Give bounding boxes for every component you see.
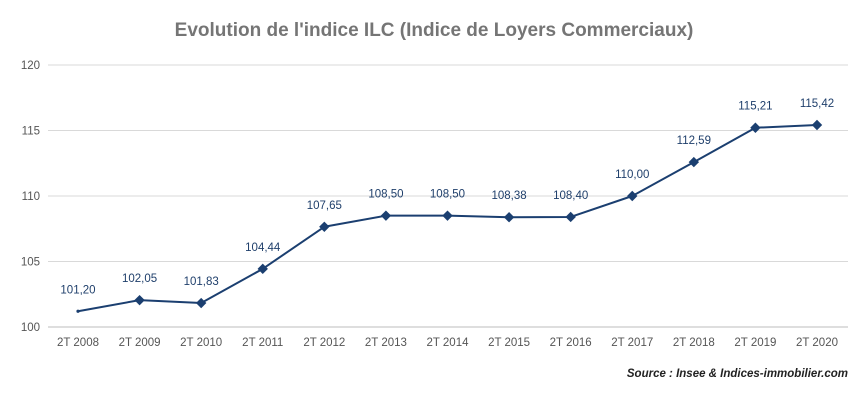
- data-label: 107,65: [307, 200, 342, 212]
- x-tick-label: 2T 2009: [119, 337, 161, 349]
- data-label: 108,38: [491, 190, 526, 202]
- x-tick-label: 2T 2017: [611, 337, 653, 349]
- x-tick-label: 2T 2008: [57, 337, 99, 349]
- data-label: 104,44: [245, 242, 281, 254]
- data-point: [76, 309, 80, 313]
- data-label: 115,21: [738, 101, 772, 113]
- data-point: [688, 156, 700, 168]
- x-tick-label: 2T 2015: [488, 337, 530, 349]
- y-tick-label: 115: [22, 126, 40, 138]
- data-label: 115,42: [800, 98, 834, 110]
- data-label: 102,05: [122, 273, 157, 285]
- data-point: [134, 294, 145, 306]
- source-note: Source : Insee & Indices-immobilier.com: [626, 368, 848, 380]
- data-point: [811, 119, 823, 131]
- x-tick-label: 2T 2016: [550, 337, 592, 349]
- data-point: [380, 210, 392, 221]
- data-label: 108,50: [368, 189, 403, 201]
- data-labels: 101,20 102,05 101,83 104,44 107,65 108,50 108,…: [60, 98, 834, 296]
- data-point: [565, 211, 576, 223]
- data-label: 110,00: [615, 169, 649, 181]
- x-tick-label: 2T 2014: [427, 337, 470, 349]
- data-point: [627, 190, 638, 202]
- y-tick-label: 120: [21, 60, 40, 72]
- x-tick-label: 2T 2011: [242, 337, 283, 349]
- x-tick-label: 2T 2013: [365, 337, 407, 349]
- y-axis-labels: 100 105 110 115 120: [21, 60, 40, 334]
- x-tick-label: 2T 2020: [796, 337, 838, 349]
- data-point: [442, 210, 453, 221]
- series-markers: [76, 119, 823, 313]
- x-axis-labels: 2T 2008 2T 2009 2T 2010 2T 2011 2T 2012 2T 20…: [57, 337, 838, 349]
- data-label: 112,59: [677, 135, 711, 147]
- y-tick-label: 105: [21, 257, 40, 269]
- y-tick-label: 110: [22, 191, 40, 203]
- data-point: [195, 297, 207, 309]
- data-point: [503, 212, 515, 223]
- grid-lines: [48, 64, 848, 328]
- x-tick-label: 2T 2018: [673, 337, 715, 349]
- data-point: [750, 122, 761, 133]
- data-label: 108,50: [430, 189, 465, 201]
- x-tick-label: 2T 2010: [180, 337, 222, 349]
- y-tick-label: 100: [21, 322, 40, 334]
- x-tick-label: 2T 2012: [303, 337, 345, 349]
- x-tick-label: 2T 2019: [734, 337, 776, 349]
- chart-title: Evolution de l'indice ILC (Indice de Loy…: [174, 20, 694, 41]
- data-point: [319, 221, 330, 232]
- data-point: [257, 263, 268, 275]
- data-label: 101,20: [60, 284, 95, 296]
- data-label: 108,40: [553, 190, 588, 202]
- data-label: 101,83: [184, 276, 219, 288]
